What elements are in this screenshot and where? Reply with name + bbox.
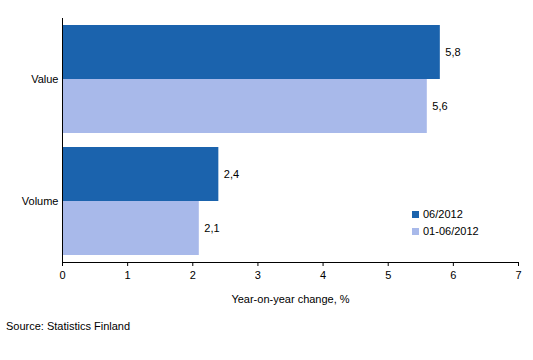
svg-text:5: 5: [385, 269, 391, 281]
svg-text:4: 4: [320, 269, 326, 281]
svg-text:2,1: 2,1: [204, 222, 219, 234]
html-text:01-06/2012: 01-06/2012: [423, 225, 479, 237]
svg-text:Volume: Volume: [22, 195, 59, 207]
svg-text:5,8: 5,8: [445, 46, 460, 58]
svg-text:3: 3: [255, 269, 261, 281]
html-text:Source: Statistics Finland: Source: Statistics Finland: [6, 320, 131, 332]
svg-text:6: 6: [450, 269, 456, 281]
svg-text:0: 0: [59, 269, 65, 281]
svg-text:1: 1: [125, 269, 131, 281]
svg-text:2,4: 2,4: [224, 168, 239, 180]
svg-text:Year-on-year change, %: Year-on-year change, %: [231, 293, 349, 305]
html-text:06/2012: 06/2012: [423, 208, 463, 220]
svg-text:7: 7: [515, 269, 521, 281]
svg-text:2: 2: [190, 269, 196, 281]
svg-text:5,6: 5,6: [432, 100, 447, 112]
svg-text:Value: Value: [31, 73, 58, 85]
